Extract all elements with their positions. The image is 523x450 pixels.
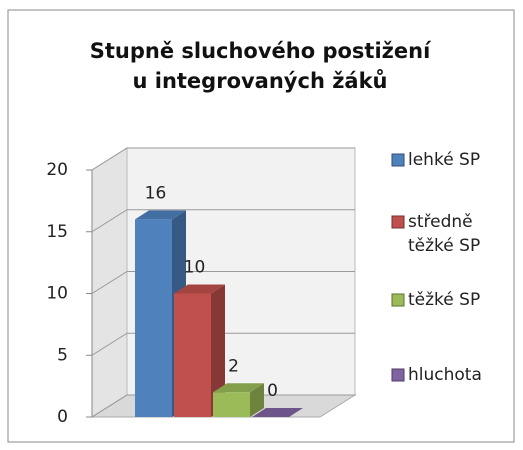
y-tick-label: 15	[46, 222, 68, 242]
grid-line	[91, 209, 355, 233]
legend-swatch	[391, 153, 405, 167]
y-tick-label: 5	[57, 345, 68, 365]
legend-label: lehké SP	[408, 150, 481, 170]
legend-swatch	[391, 293, 405, 307]
bar	[174, 293, 211, 417]
data-label: 10	[184, 258, 206, 278]
bar	[213, 392, 250, 417]
legend-label: středně těžké SP	[408, 212, 481, 256]
y-tick-label: 0	[57, 407, 68, 427]
bar-top	[174, 284, 225, 294]
bar-top	[135, 210, 186, 220]
legend-swatch	[391, 368, 405, 382]
bar	[135, 219, 172, 417]
y-tick-label: 10	[46, 284, 68, 304]
y-tick-label: 20	[46, 160, 68, 180]
grid-line	[91, 332, 355, 356]
chart-title: Stupně sluchového postižení u integrovan…	[89, 39, 431, 93]
grid-line	[91, 394, 355, 418]
bar-side	[211, 284, 225, 417]
legend-swatch	[391, 215, 405, 229]
bar-top	[252, 408, 303, 417]
bar-side	[250, 383, 264, 417]
grid-line	[91, 147, 355, 171]
data-label: 16	[145, 183, 167, 203]
data-label: 0	[267, 381, 278, 401]
grid-line	[91, 271, 355, 294]
data-label: 2	[228, 356, 239, 376]
legend-label: hluchota	[408, 365, 482, 385]
legend-label: těžké SP	[408, 290, 481, 310]
frame	[7, 9, 515, 443]
bar-top	[213, 383, 264, 393]
